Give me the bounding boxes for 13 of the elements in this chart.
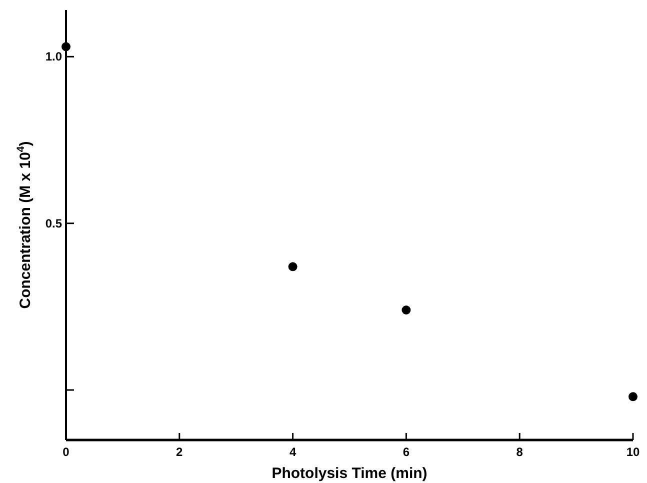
y-tick-label: 1.0 [45, 50, 62, 64]
x-tick-label: 4 [289, 445, 296, 459]
point [402, 306, 411, 314]
x-tick-label: 6 [402, 445, 410, 459]
point [288, 262, 298, 272]
x-tick-label: 8 [516, 445, 524, 459]
x-axis-title: Photolysis Time (min) [272, 465, 428, 482]
x-tick-label: 10 [626, 445, 640, 459]
y-tick-label: 0.5 [45, 216, 62, 230]
point [62, 42, 70, 52]
x-tick-label: 2 [176, 445, 184, 459]
point [628, 392, 638, 402]
x-tick-label: 0 [62, 445, 70, 459]
